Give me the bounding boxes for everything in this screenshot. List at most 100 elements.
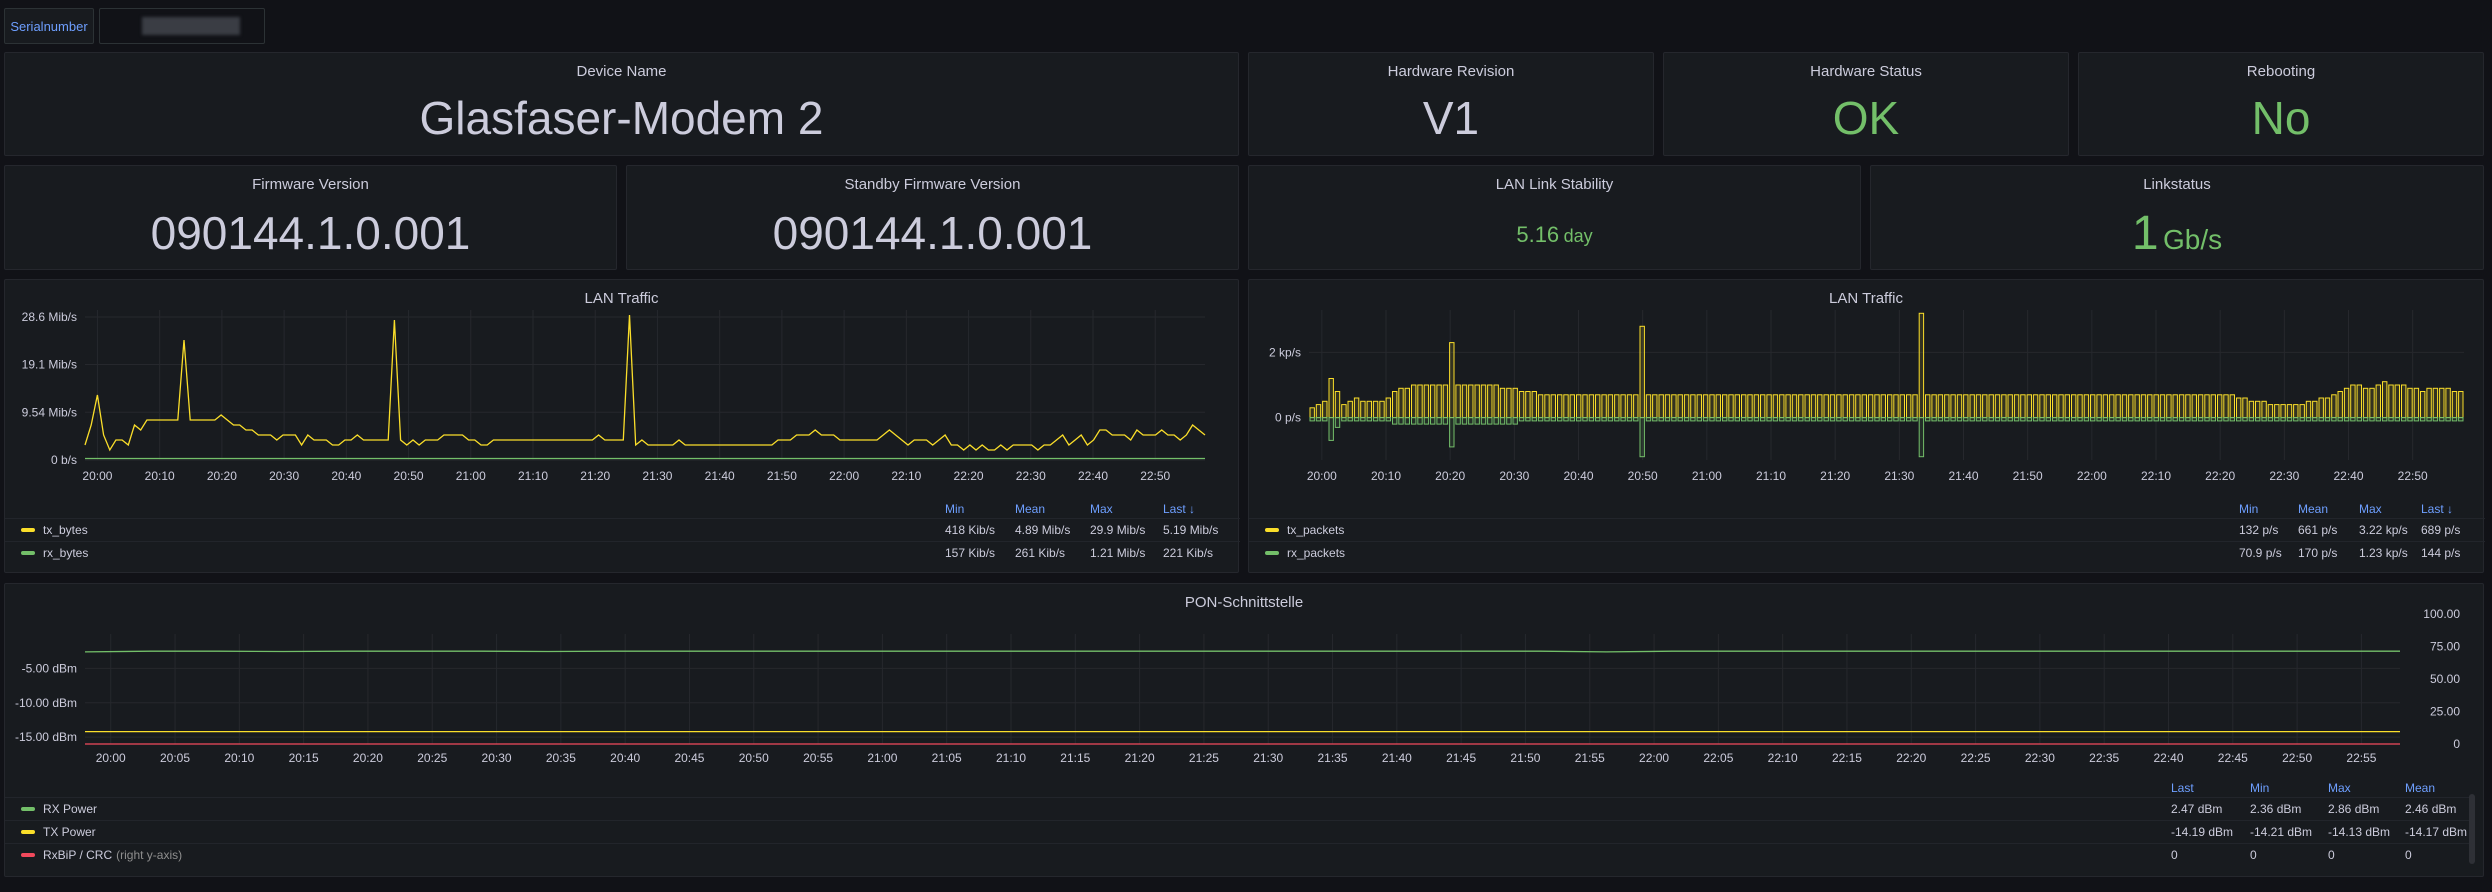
bar-tx-packets (1982, 394, 1988, 419)
bar-tx-packets (1753, 394, 1760, 419)
x-tick-label: 21:00 (867, 751, 897, 765)
bar-tx-packets (1474, 384, 1480, 419)
bar-tx-packets (1449, 342, 1455, 419)
x-tick-label: 20:10 (145, 469, 175, 483)
bar-rx-packets (2350, 417, 2356, 422)
legend-scrollbar[interactable] (2469, 794, 2475, 864)
legend-header-max[interactable]: Max (1090, 502, 1113, 516)
bar-rx-packets (1645, 417, 1652, 422)
bar-rx-packets (1906, 417, 1912, 422)
series-name: TX Power (43, 824, 96, 839)
bar-tx-packets (1791, 394, 1798, 419)
bar-tx-packets (1550, 394, 1557, 419)
bar-tx-packets (2159, 394, 2166, 419)
x-tick-label: 20:40 (1563, 469, 1593, 483)
legend-row-rx-packets[interactable]: rx_packets 70.9 p/s 170 p/s 1.23 kp/s 14… (1249, 541, 2485, 563)
bar-tx-packets (2369, 387, 2375, 419)
bar-tx-packets (1975, 394, 1982, 419)
legend-row-rx-power[interactable]: RX Power 2.47 dBm 2.36 dBm 2.86 dBm 2.46… (5, 797, 2475, 819)
legend-header-max[interactable]: Max (2328, 781, 2351, 795)
legend-header-min[interactable]: Min (2239, 502, 2259, 516)
bar-tx-packets (1969, 394, 1975, 419)
stat-panel-rebooting[interactable]: Rebooting No (2078, 52, 2484, 156)
pon-chart[interactable]: -15.00 dBm -10.00 dBm -5.00 dBm 0 25.00 50.00… (5, 584, 2485, 784)
bar-tx-packets (1696, 394, 1703, 419)
bar-rx-packets (1747, 417, 1753, 422)
bar-rx-packets (1392, 417, 1398, 425)
legend-header-last[interactable]: Last ↓ (1163, 502, 1196, 516)
x-tick-label: 22:40 (1078, 469, 1108, 483)
bar-rx-packets (1347, 417, 1353, 422)
bar-tx-packets (1683, 394, 1690, 419)
bar-tx-packets (2362, 387, 2369, 419)
bar-tx-packets (1633, 394, 1639, 419)
legend-header-max[interactable]: Max (2359, 502, 2382, 516)
bar-rx-packets (1315, 417, 1322, 422)
lan-traffic-bytes-chart[interactable]: 0 b/s 9.54 Mib/s 19.1 Mib/s 28.6 Mib/s 20:00… (5, 280, 1240, 500)
bar-rx-packets (1766, 417, 1772, 422)
legend-row-rxbip-crc[interactable]: RxBiP / CRC (right y-axis) 0 0 0 0 (5, 843, 2475, 865)
series-axis-note: (right y-axis) (116, 847, 183, 862)
bar-rx-packets (1550, 417, 1557, 422)
bar-rx-packets (1620, 417, 1626, 422)
bar-rx-packets (1633, 417, 1639, 422)
bar-tx-packets (2007, 394, 2013, 419)
bar-rx-packets (1664, 417, 1671, 422)
stat-panel-hardware-revision[interactable]: Hardware Revision V1 (1248, 52, 1654, 156)
serialnumber-select[interactable] (99, 8, 265, 44)
bar-rx-packets (1810, 417, 1817, 422)
bar-rx-packets (1601, 417, 1607, 422)
bar-rx-packets (1887, 417, 1893, 422)
bar-rx-packets (2261, 417, 2267, 422)
bar-rx-packets (1912, 417, 1918, 422)
stat-panel-linkstatus[interactable]: Linkstatus 1 Gb/s (1870, 165, 2484, 270)
bar-tx-packets (1652, 394, 1658, 419)
y-tick-label-left: -5.00 dBm (22, 661, 77, 675)
series-color-swatch (21, 829, 35, 834)
y-tick-label: 2 kp/s (1269, 345, 1301, 359)
stat-mean: 2.46 dBm (2405, 801, 2457, 816)
stat-max: 0 (2328, 847, 2335, 862)
x-tick-label: 20:20 (1435, 469, 1465, 483)
x-tick-label: 22:30 (2025, 751, 2055, 765)
y-tick-label-right: 100.00 (2423, 607, 2460, 621)
series-color-swatch (21, 806, 35, 811)
legend-header-last[interactable]: Last (2171, 781, 2194, 795)
bar-tx-packets (1315, 404, 1322, 419)
stat-panel-lan-link-stability[interactable]: LAN Link Stability 5.16 day (1248, 165, 1861, 270)
legend-header-last[interactable]: Last ↓ (2421, 502, 2454, 516)
graph-panel-lan-traffic-packets[interactable]: LAN Traffic 0 p/s 2 kp/s 20:00 20:10 20:20 20… (1248, 279, 2485, 573)
stat-max: 29.9 Mib/s (1090, 522, 1146, 537)
legend-header-min[interactable]: Min (2250, 781, 2270, 795)
x-tick-label: 22:50 (2282, 751, 2312, 765)
x-tick-label: 21:30 (642, 469, 672, 483)
bar-tx-packets (2153, 394, 2159, 419)
stat-panel-device-name[interactable]: Device Name Glasfaser-Modem 2 (4, 52, 1239, 156)
bar-rx-packets (1417, 417, 1423, 425)
legend-header-mean[interactable]: Mean (1015, 502, 1046, 516)
legend-row-tx-packets[interactable]: tx_packets 132 p/s 661 p/s 3.22 kp/s 689… (1249, 518, 2485, 540)
bar-rx-packets (2236, 417, 2242, 422)
x-tick-label: 22:50 (1140, 469, 1170, 483)
graph-panel-lan-traffic-bytes[interactable]: LAN Traffic 0 b/s 9.54 Mib/s 19.1 Mib/s 28.… (4, 279, 1240, 573)
legend-header-mean[interactable]: Mean (2298, 502, 2329, 516)
bar-tx-packets (1366, 400, 1372, 419)
legend-row-rx-bytes[interactable]: rx_bytes 157 Kib/s 261 Kib/s 1.21 Mib/s … (5, 541, 1240, 563)
legend-row-tx-bytes[interactable]: tx_bytes 418 Kib/s 4.89 Mib/s 29.9 Mib/s… (5, 518, 1240, 540)
legend-header-min[interactable]: Min (945, 502, 965, 516)
panel-title: Device Name (576, 63, 667, 80)
legend-row-tx-power[interactable]: TX Power -14.19 dBm -14.21 dBm -14.13 dB… (5, 820, 2475, 842)
graph-panel-pon-schnittstelle[interactable]: PON-Schnittstelle -15.00 dBm -10.00 dBm -5… (4, 583, 2484, 877)
y-tick-label-right: 25.00 (2430, 705, 2460, 719)
x-tick-label: 20:30 (269, 469, 299, 483)
stat-panel-firmware-version[interactable]: Firmware Version 090144.1.0.001 (4, 165, 617, 270)
x-tick-label: 22:40 (2333, 469, 2363, 483)
bar-tx-packets (1937, 394, 1944, 419)
bar-tx-packets (1734, 394, 1741, 419)
legend-header-mean[interactable]: Mean (2405, 781, 2436, 795)
stat-max: 3.22 kp/s (2359, 522, 2408, 537)
bar-rx-packets (2439, 417, 2445, 422)
lan-traffic-packets-chart[interactable]: 0 p/s 2 kp/s 20:00 20:10 20:20 20:30 20:40 20:5… (1249, 280, 2485, 500)
stat-panel-standby-firmware-version[interactable]: Standby Firmware Version 090144.1.0.001 (626, 165, 1239, 270)
stat-panel-hardware-status[interactable]: Hardware Status OK (1663, 52, 2069, 156)
